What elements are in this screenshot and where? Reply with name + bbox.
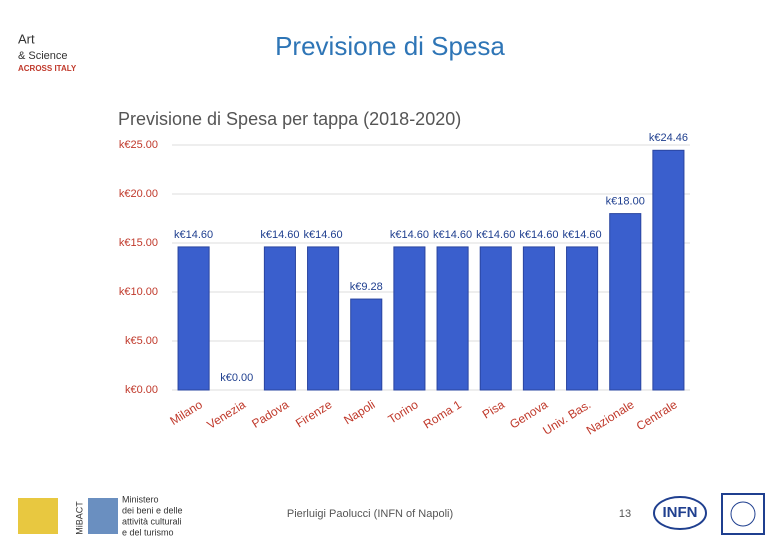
value-label: k€14.60	[304, 229, 343, 241]
logo-text: e del turismo	[122, 527, 174, 537]
value-label: k€24.46	[649, 132, 688, 144]
logo	[730, 501, 756, 527]
logo-text: Art	[18, 31, 35, 46]
bar	[522, 246, 555, 391]
value-label: k€14.60	[433, 229, 472, 241]
bar	[652, 149, 685, 391]
logo-text: ACROSS ITALY	[18, 64, 77, 73]
bar	[436, 246, 469, 391]
value-label: k€14.60	[260, 229, 299, 241]
y-tick-label: k€25.00	[119, 139, 158, 151]
bar	[263, 246, 296, 391]
footer-logos: MiBACT Ministero dei beni e delle attivi…	[18, 493, 765, 537]
value-label: k€14.60	[390, 229, 429, 241]
logo-text: attività culturali	[122, 516, 182, 526]
bar	[177, 246, 210, 391]
header-logo: Art & Science ACROSS ITALY	[18, 31, 77, 73]
y-tick-label: k€5.00	[125, 335, 158, 347]
bar	[307, 246, 340, 391]
value-label: k€14.60	[174, 229, 213, 241]
bar	[479, 246, 512, 391]
bar	[350, 298, 383, 391]
logo	[88, 498, 118, 534]
logo	[721, 493, 765, 535]
chart-title: Previsione di Spesa per tappa (2018-2020…	[118, 109, 461, 129]
logo-text: & Science	[18, 50, 68, 62]
y-tick-label: k€0.00	[125, 384, 158, 396]
page-number: 13	[619, 508, 631, 520]
value-label: k€9.28	[350, 281, 383, 293]
value-label: k€0.00	[220, 372, 253, 384]
logo-text: INFN	[663, 504, 698, 521]
logo-text: Ministero	[122, 494, 159, 504]
value-label: k€18.00	[606, 196, 645, 208]
value-label: k€14.60	[563, 229, 602, 241]
logo-text: dei beni e delle	[122, 505, 183, 515]
slide-title: Previsione di Spesa	[275, 31, 505, 61]
bar	[609, 213, 642, 391]
y-tick-label: k€10.00	[119, 286, 158, 298]
logo-text: MiBACT	[74, 501, 84, 535]
logo	[18, 498, 58, 534]
value-label: k€14.60	[519, 229, 558, 241]
logo	[653, 496, 707, 530]
value-label: k€14.60	[476, 229, 515, 241]
bar	[566, 246, 599, 391]
bar	[393, 246, 426, 391]
y-tick-label: k€20.00	[119, 188, 158, 200]
y-tick-label: k€15.00	[119, 237, 158, 249]
footer-author: Pierluigi Paolucci (INFN of Napoli)	[287, 508, 453, 520]
chart: k€0.00 k€5.00 k€10.00 k€15.00 k€20.00 k€25.00…	[119, 132, 690, 438]
